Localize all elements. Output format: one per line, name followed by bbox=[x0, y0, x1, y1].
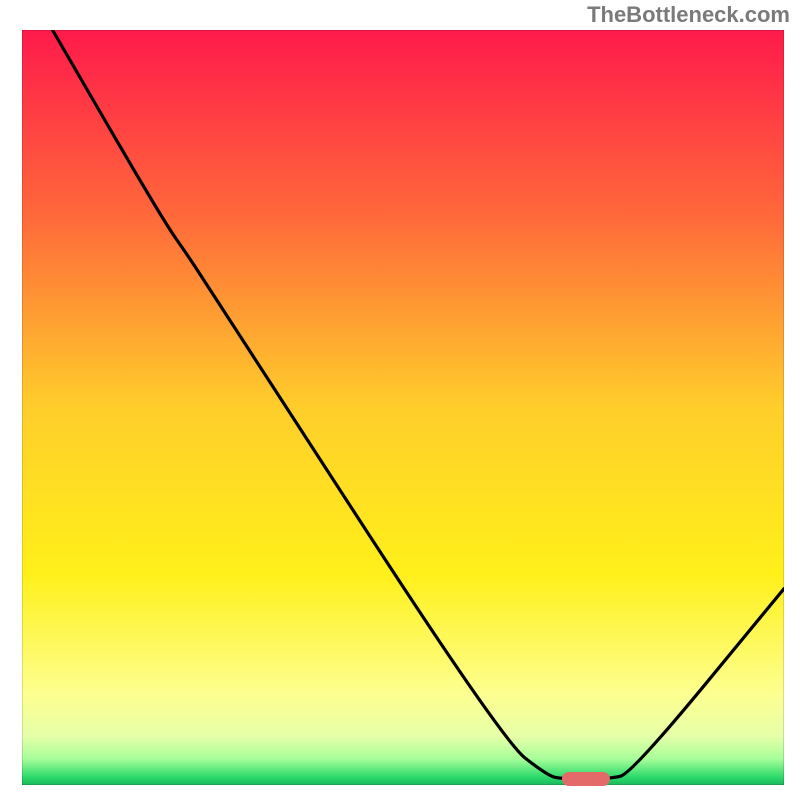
plot-area bbox=[22, 30, 784, 785]
watermark-text: TheBottleneck.com bbox=[587, 2, 790, 28]
chart-container: TheBottleneck.com bbox=[0, 0, 800, 800]
optimal-pill-marker bbox=[562, 772, 610, 786]
gradient-background bbox=[22, 30, 784, 785]
